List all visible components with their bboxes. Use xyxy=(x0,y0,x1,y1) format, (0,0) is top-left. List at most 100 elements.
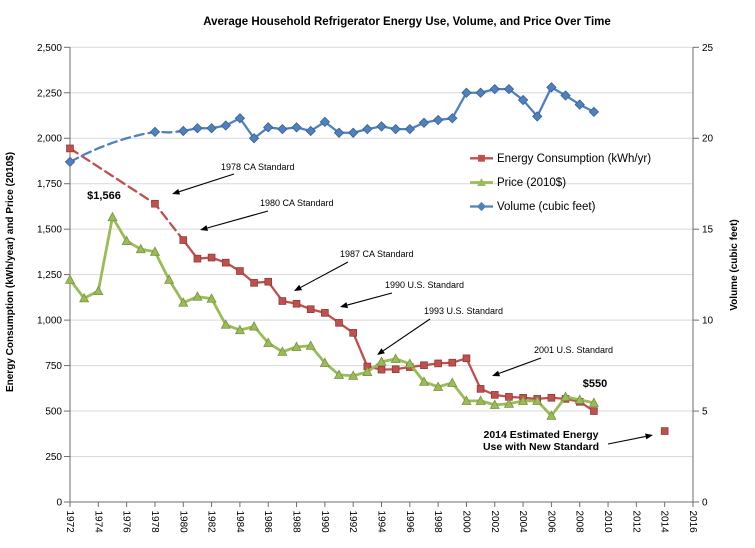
marker-square xyxy=(335,319,343,327)
annotation-arrowhead-icon xyxy=(340,302,349,308)
marker-triangle xyxy=(588,397,599,407)
marker-triangle xyxy=(277,346,288,356)
marker-triangle xyxy=(121,235,132,246)
series-layer xyxy=(64,82,669,435)
marker-triangle xyxy=(546,410,557,420)
annotation-text: 1980 CA Standard xyxy=(260,198,334,208)
marker-square xyxy=(377,365,386,374)
marker-triangle xyxy=(503,398,515,408)
marker-triangle xyxy=(164,274,175,284)
marker-triangle xyxy=(291,341,302,351)
marker-triangle xyxy=(532,395,543,405)
annotation-arrowhead-icon xyxy=(172,188,181,195)
marker-square xyxy=(660,427,669,435)
x-tick-label: 2006 xyxy=(545,511,556,534)
marker-square xyxy=(448,358,457,367)
marker-diamond xyxy=(234,113,246,124)
legend: Energy Consumption (kWh/yr) Price (2010$… xyxy=(470,153,651,213)
marker-diamond xyxy=(362,123,373,135)
marker-diamond xyxy=(263,122,274,133)
marker-square xyxy=(292,299,301,308)
left-tick-label: 2,500 xyxy=(37,43,62,54)
marker-diamond xyxy=(277,123,288,135)
legend-item-price: Price (2010$) xyxy=(470,177,566,189)
marker-diamond xyxy=(305,125,316,137)
legend-item-volume: Volume (cubic feet) xyxy=(470,201,596,213)
marker-triangle xyxy=(319,357,330,367)
marker-square xyxy=(278,297,287,305)
x-tick-label: 2008 xyxy=(574,511,585,534)
marker-triangle xyxy=(263,337,274,347)
marker-triangle xyxy=(348,370,359,380)
left-tick-label: 1,500 xyxy=(37,225,62,236)
left-tick-label: 1,750 xyxy=(37,179,62,190)
annotation-arrowhead-icon xyxy=(200,225,209,231)
annotation-arrowhead-icon xyxy=(377,348,385,355)
marker-square xyxy=(420,361,428,370)
marker-diamond xyxy=(291,122,302,133)
marker-square xyxy=(321,309,329,317)
marker-diamond xyxy=(348,127,359,138)
annotation-text: 1978 CA Standard xyxy=(221,162,295,172)
x-tick-label: 1976 xyxy=(121,511,132,534)
marker-diamond xyxy=(517,94,529,106)
x-tick-label: 1984 xyxy=(234,511,245,534)
marker-triangle xyxy=(135,243,146,254)
marker-diamond xyxy=(418,117,430,128)
x-tick-label: 1998 xyxy=(432,511,443,534)
x-tick-label: 2016 xyxy=(687,511,698,534)
marker-diamond xyxy=(546,82,557,93)
series-line xyxy=(182,238,596,413)
marker-triangle xyxy=(93,285,104,296)
marker-diamond xyxy=(432,114,444,126)
right-tick-label: 25 xyxy=(702,43,714,54)
left-axis-title: Energy Consumption (kWh/year) and Price … xyxy=(5,152,16,392)
marker-square xyxy=(236,267,244,275)
legend-label-price: Price (2010$) xyxy=(497,177,566,189)
annotation-text: 1990 U.S. Standard xyxy=(385,280,464,290)
marker-triangle xyxy=(192,291,203,301)
marker-diamond xyxy=(206,123,217,134)
marker-triangle xyxy=(333,369,345,379)
legend-label-volume: Volume (cubic feet) xyxy=(497,201,596,213)
annotation-arrow-line xyxy=(178,173,235,193)
marker-diamond xyxy=(390,123,401,135)
marker-triangle xyxy=(305,340,316,350)
x-tick-label: 1982 xyxy=(206,511,217,534)
left-tick-label: 1,250 xyxy=(37,270,62,281)
marker-square xyxy=(462,354,471,363)
marker-diamond xyxy=(475,87,486,98)
x-tick-label: 1978 xyxy=(149,511,160,534)
marker-triangle xyxy=(560,391,571,401)
marker-triangle xyxy=(220,319,231,329)
left-tick-label: 0 xyxy=(56,498,62,509)
marker-square xyxy=(151,199,159,208)
x-tick-label: 1990 xyxy=(319,511,330,534)
x-tick-label: 1994 xyxy=(376,511,387,534)
right-tick-label: 0 xyxy=(702,498,708,509)
marker-diamond xyxy=(461,87,472,98)
marker-diamond xyxy=(404,123,415,135)
marker-triangle xyxy=(574,394,585,404)
series-line xyxy=(182,86,596,140)
marker-triangle xyxy=(149,246,161,256)
annotation-text: 1987 CA Standard xyxy=(340,249,414,259)
marker-diamond xyxy=(192,123,203,134)
x-tick-label: 2012 xyxy=(630,511,641,534)
marker-triangle xyxy=(475,395,486,405)
chart-title: Average Household Refrigerator Energy Us… xyxy=(203,16,611,28)
marker-triangle xyxy=(518,395,529,405)
marker-diamond xyxy=(560,90,571,101)
marker-square xyxy=(547,393,556,402)
marker-diamond xyxy=(574,99,585,110)
marker-square xyxy=(476,385,485,393)
marker-triangle xyxy=(206,293,217,303)
legend-item-energy: Energy Consumption (kWh/yr) xyxy=(470,153,651,165)
marker-triangle xyxy=(447,377,458,387)
marker-square xyxy=(193,254,202,263)
annotation-text: $1,566 xyxy=(87,190,121,202)
annotation-arrowhead-icon xyxy=(645,433,653,440)
marker-diamond xyxy=(248,133,260,144)
